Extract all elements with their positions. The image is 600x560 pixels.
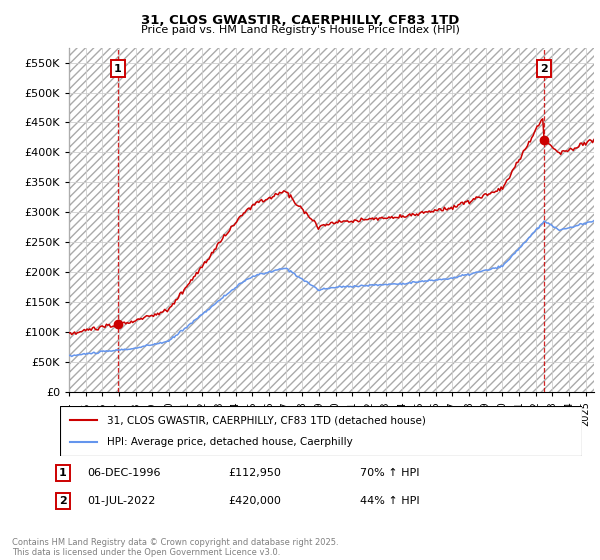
Text: 31, CLOS GWASTIR, CAERPHILLY, CF83 1TD (detached house): 31, CLOS GWASTIR, CAERPHILLY, CF83 1TD (…	[107, 415, 426, 425]
Text: 2: 2	[59, 496, 67, 506]
Text: Price paid vs. HM Land Registry's House Price Index (HPI): Price paid vs. HM Land Registry's House …	[140, 25, 460, 35]
Text: 1: 1	[59, 468, 67, 478]
Text: 70% ↑ HPI: 70% ↑ HPI	[360, 468, 419, 478]
Text: 06-DEC-1996: 06-DEC-1996	[87, 468, 161, 478]
Text: 31, CLOS GWASTIR, CAERPHILLY, CF83 1TD: 31, CLOS GWASTIR, CAERPHILLY, CF83 1TD	[141, 14, 459, 27]
FancyBboxPatch shape	[60, 406, 582, 456]
Text: £112,950: £112,950	[228, 468, 281, 478]
Text: HPI: Average price, detached house, Caerphilly: HPI: Average price, detached house, Caer…	[107, 437, 353, 447]
Text: £420,000: £420,000	[228, 496, 281, 506]
Text: Contains HM Land Registry data © Crown copyright and database right 2025.
This d: Contains HM Land Registry data © Crown c…	[12, 538, 338, 557]
Text: 1: 1	[114, 64, 121, 73]
Text: 01-JUL-2022: 01-JUL-2022	[87, 496, 155, 506]
Text: 44% ↑ HPI: 44% ↑ HPI	[360, 496, 419, 506]
Text: 2: 2	[540, 64, 548, 73]
